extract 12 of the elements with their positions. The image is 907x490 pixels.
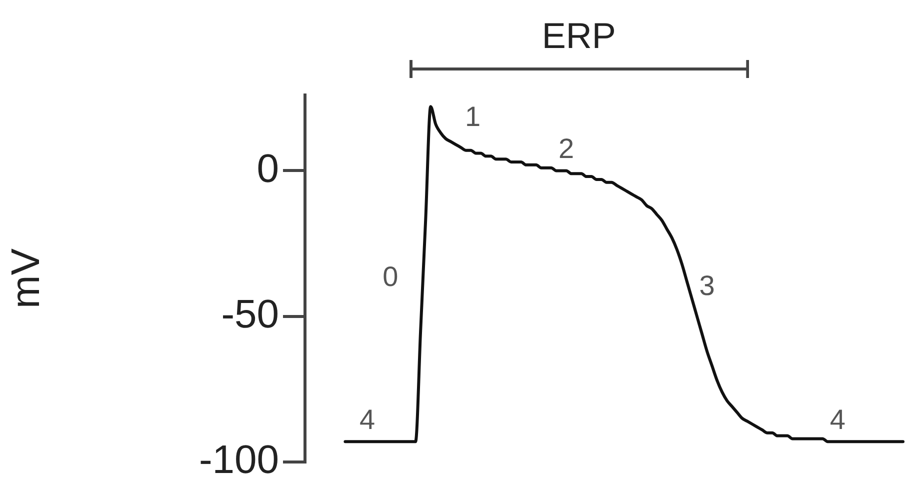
- y-tick-label: -100: [198, 438, 279, 482]
- annotation: 4: [830, 404, 846, 435]
- annotation: 1: [465, 101, 481, 132]
- annotation: 4: [360, 404, 376, 435]
- y-tick-label: 0: [256, 146, 279, 191]
- y-axis-title: mV: [4, 248, 48, 308]
- annotation: 3: [699, 270, 715, 301]
- y-tick-label: -50: [221, 292, 279, 336]
- line-series: [344, 105, 904, 444]
- text: ERP: [542, 14, 616, 56]
- annotation: 2: [558, 133, 574, 164]
- annotation: 0: [382, 261, 398, 292]
